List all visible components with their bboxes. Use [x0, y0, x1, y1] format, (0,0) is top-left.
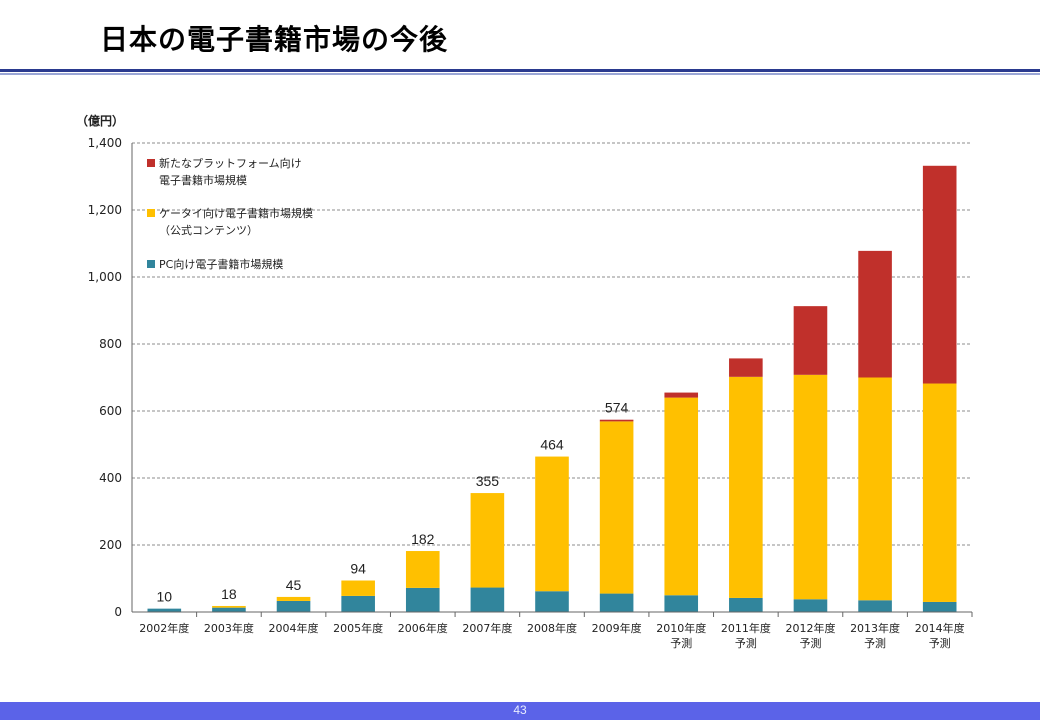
- slide-title: 日本の電子書籍市場の今後: [100, 23, 449, 56]
- data-labels: 10 18 45 94 182 355 464 574: [157, 400, 629, 605]
- stacked-bar-chart: （億円） 0 200 400 600 800 1,000 1,200 1,400 2002年度 2…: [76, 113, 973, 650]
- bar-segment-pc: [212, 607, 246, 612]
- bar-segment-pc: [599, 593, 634, 612]
- bar-segment-pc: [858, 600, 892, 612]
- y-tick-label: 1,000: [88, 270, 122, 284]
- data-label: 355: [476, 473, 500, 489]
- legend-label: 新たなプラットフォーム向け: [159, 156, 302, 170]
- bar-segment-platform: [858, 250, 892, 378]
- x-tick-label: 2014年度: [915, 621, 965, 635]
- bar-segment-platform: [729, 358, 763, 377]
- title-divider-accent: [0, 73, 1040, 75]
- bar-segment-mobile: [729, 376, 763, 598]
- y-tick-label: 400: [99, 471, 122, 485]
- y-axis-unit-label: （億円）: [76, 113, 124, 128]
- x-tick-label: 2003年度: [204, 621, 254, 635]
- data-label: 18: [221, 586, 237, 602]
- legend-swatch: [147, 209, 155, 217]
- bar-series: [147, 165, 957, 612]
- bar-segment-pc: [405, 587, 440, 612]
- data-label: 182: [411, 531, 435, 547]
- bar-segment-mobile: [341, 580, 375, 596]
- bar-segment-mobile: [470, 493, 505, 588]
- data-label: 45: [286, 577, 302, 593]
- bar-segment-mobile: [212, 605, 246, 608]
- x-tick-label: 予測: [735, 636, 757, 650]
- x-tick-label: 2008年度: [527, 621, 577, 635]
- legend-swatch: [147, 159, 155, 167]
- bar-segment-platform: [664, 392, 699, 398]
- y-tick-label: 1,200: [88, 203, 122, 217]
- bar-segment-platform: [922, 165, 957, 384]
- data-label: 94: [350, 561, 366, 577]
- bar-segment-mobile: [276, 596, 311, 601]
- x-tick-label: 2007年度: [462, 621, 512, 635]
- x-tick-label: 2013年度: [850, 621, 900, 635]
- data-label: 574: [605, 400, 629, 416]
- legend-swatch: [147, 260, 155, 268]
- page-number: 43: [513, 703, 527, 717]
- bar-segment-pc: [147, 608, 182, 612]
- x-tick-label: 予測: [670, 636, 692, 650]
- bar-segment-pc: [664, 595, 699, 612]
- bar-segment-platform: [599, 419, 634, 422]
- x-tick-label: 2004年度: [269, 621, 319, 635]
- data-label: 10: [157, 589, 173, 605]
- x-tick-label: 予測: [864, 636, 886, 650]
- y-tick-label: 800: [99, 337, 122, 351]
- x-tick-label: 2005年度: [333, 621, 383, 635]
- bar-segment-mobile: [405, 551, 440, 588]
- bar-segment-pc: [793, 599, 828, 612]
- legend-label: （公式コンテンツ）: [159, 224, 258, 237]
- bar-segment-mobile: [664, 397, 699, 596]
- bar-segment-pc: [470, 587, 505, 612]
- x-tick-label: 2002年度: [139, 621, 189, 635]
- bar-segment-pc: [922, 601, 957, 612]
- title-divider: [0, 69, 1040, 72]
- x-tick-label: 2011年度: [721, 621, 771, 635]
- footer-bar: [0, 702, 1040, 720]
- bar-segment-pc: [341, 595, 375, 612]
- bar-segment-pc: [535, 591, 569, 612]
- x-tick-label: 2010年度: [656, 621, 706, 635]
- bar-segment-pc: [729, 597, 763, 612]
- data-label: 464: [540, 437, 564, 453]
- bar-segment-mobile: [793, 374, 828, 600]
- bar-segment-mobile: [599, 421, 634, 594]
- bar-segment-mobile: [535, 456, 569, 592]
- bar-segment-mobile: [858, 377, 892, 601]
- y-tick-label: 0: [114, 605, 122, 619]
- legend-label: ケータイ向け電子書籍市場規模: [159, 206, 313, 220]
- bar-segment-mobile: [922, 383, 957, 602]
- bar-segment-platform: [793, 306, 828, 375]
- y-tick-label: 600: [99, 404, 122, 418]
- legend-label: PC向け電子書籍市場規模: [159, 257, 283, 271]
- x-tick-label: 2012年度: [785, 621, 835, 635]
- bar-segment-pc: [276, 600, 311, 612]
- y-tick-label: 200: [99, 538, 122, 552]
- x-tick-label: 2009年度: [592, 621, 642, 635]
- x-tick-label: 予測: [929, 636, 951, 650]
- legend-label: 電子書籍市場規模: [159, 173, 247, 187]
- x-tick-label: 予測: [799, 636, 821, 650]
- axes: 0 200 400 600 800 1,000 1,200 1,400 2002年度 2003年度…: [88, 136, 973, 650]
- y-tick-label: 1,400: [88, 136, 122, 150]
- x-tick-label: 2006年度: [398, 621, 448, 635]
